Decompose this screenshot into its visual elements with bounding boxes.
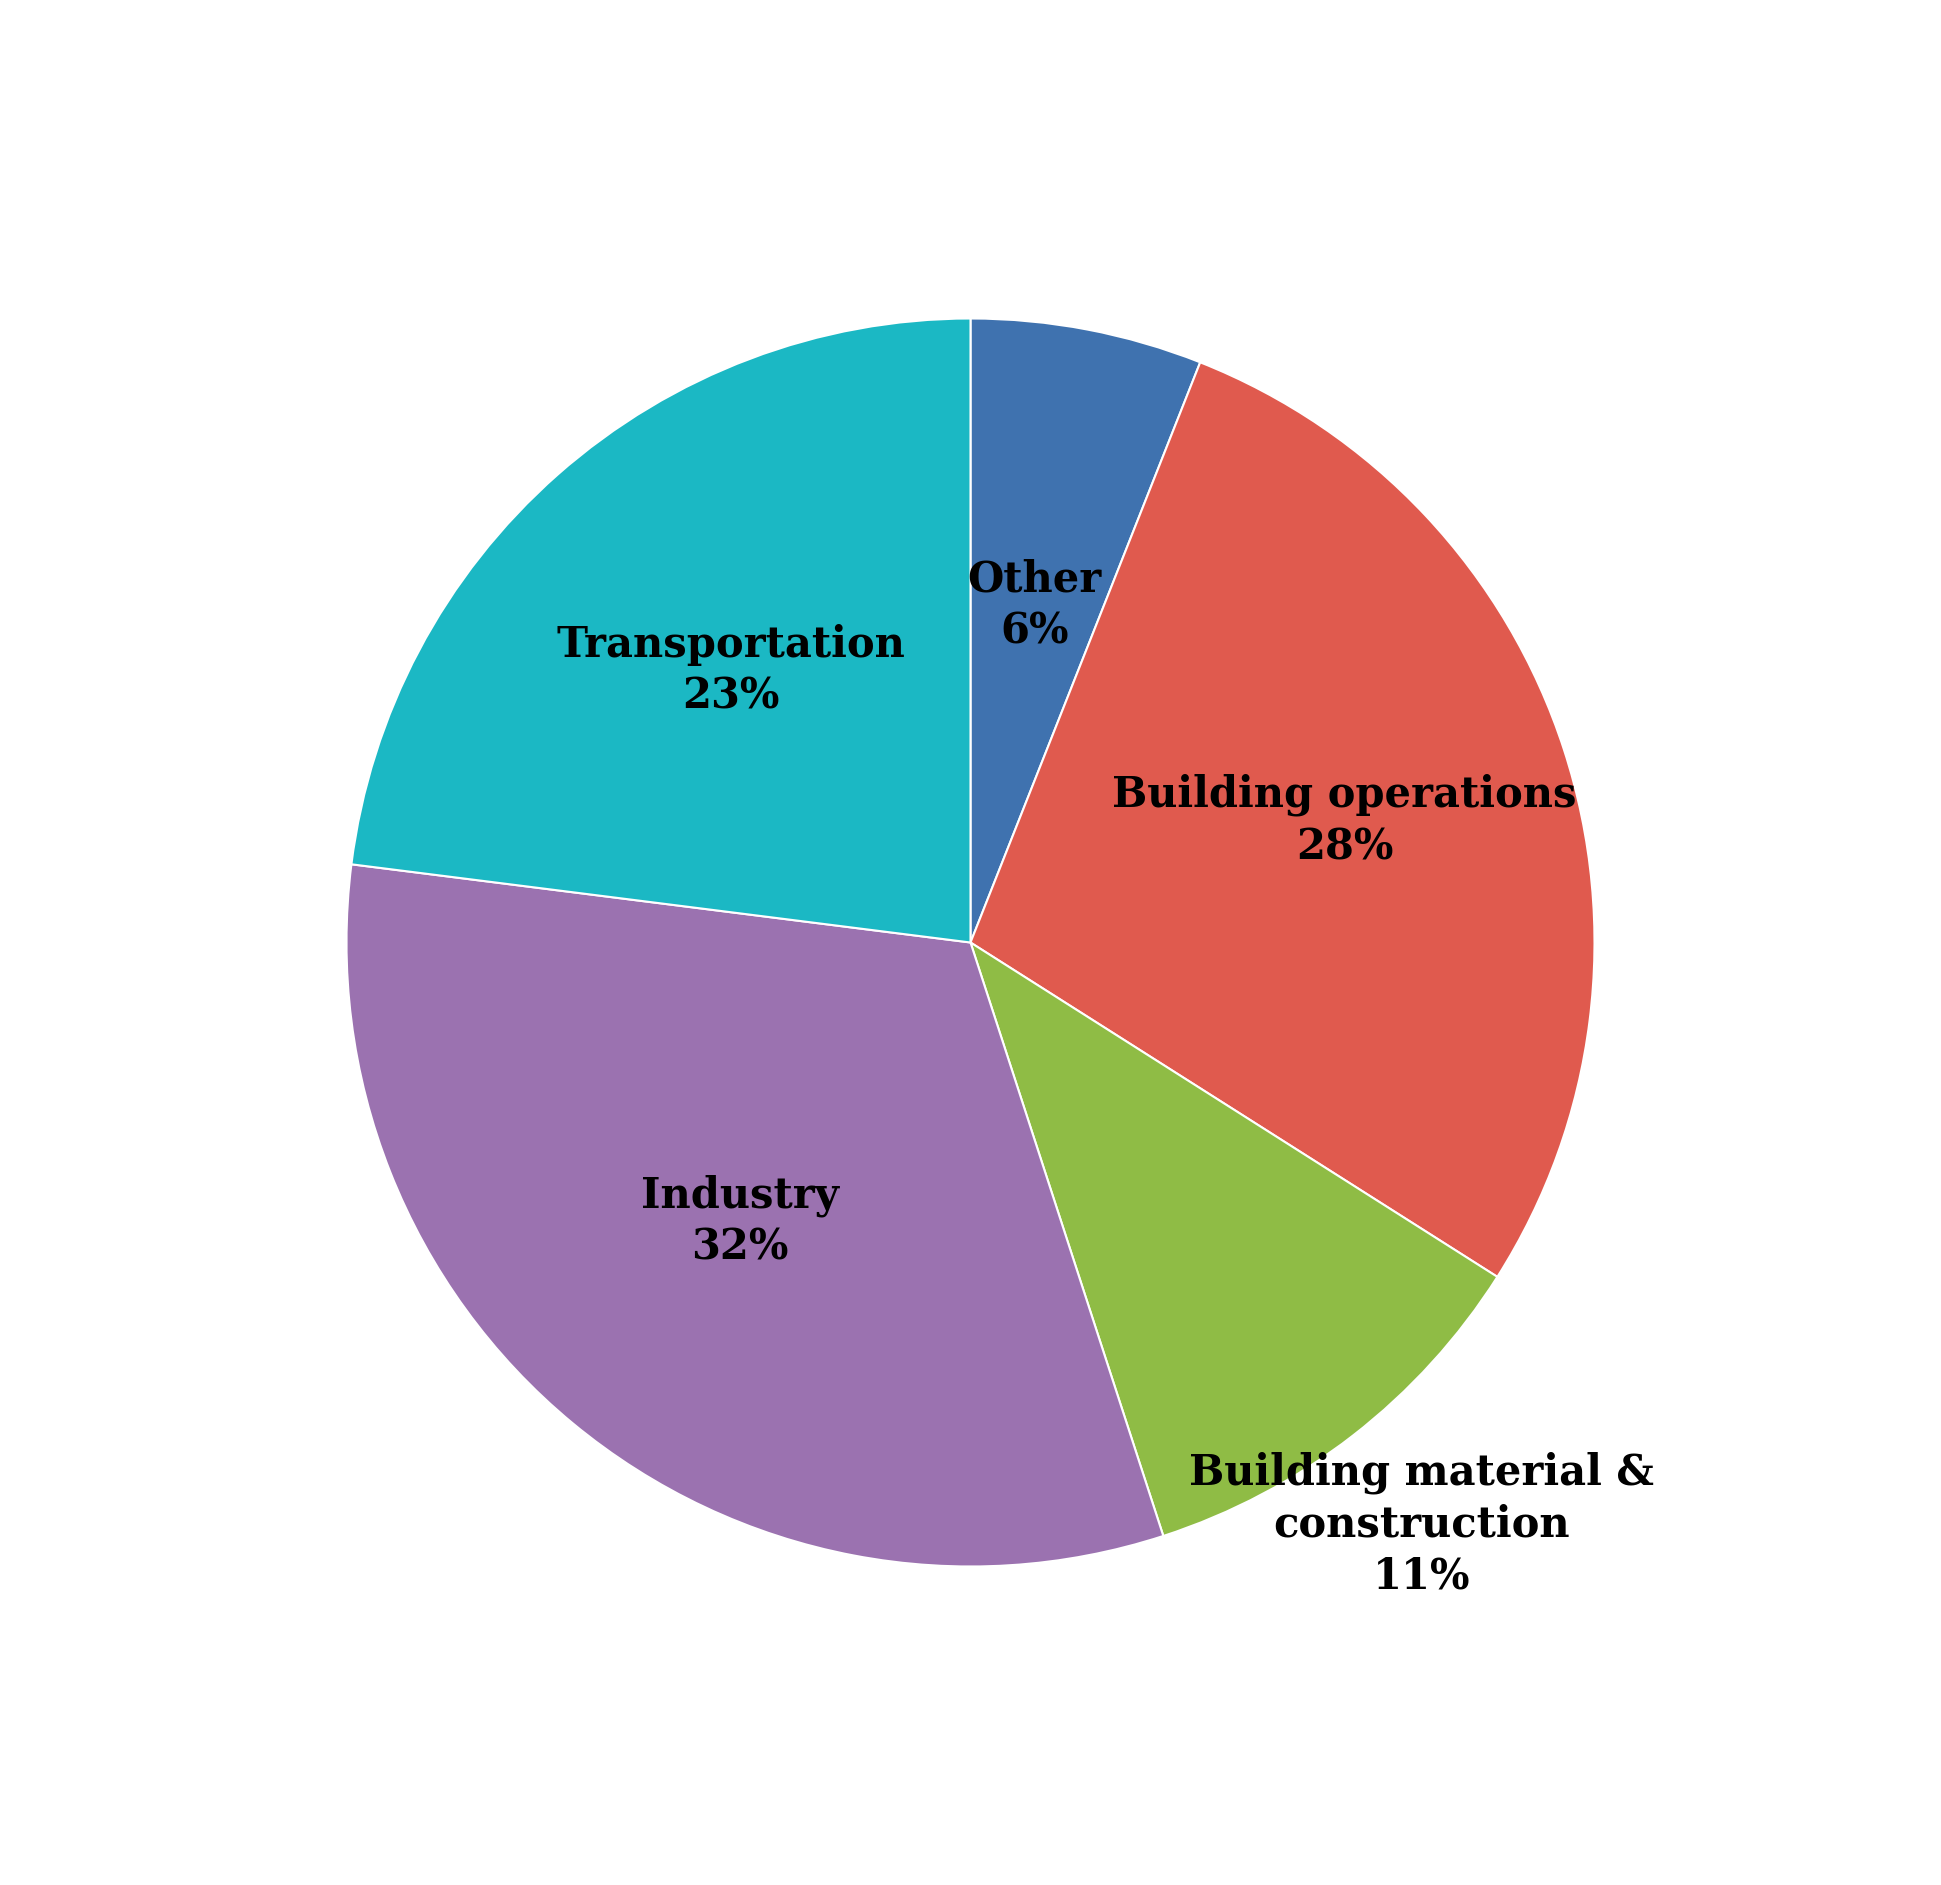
Text: Other
6%: Other 6% xyxy=(969,558,1102,652)
Wedge shape xyxy=(970,942,1497,1536)
Text: Building material &
construction
11%: Building material & construction 11% xyxy=(1190,1451,1654,1597)
Wedge shape xyxy=(351,319,970,942)
Wedge shape xyxy=(970,362,1594,1276)
Wedge shape xyxy=(970,319,1200,942)
Text: Industry
32%: Industry 32% xyxy=(641,1174,839,1269)
Text: Transportation
23%: Transportation 23% xyxy=(557,624,906,718)
Wedge shape xyxy=(347,865,1163,1566)
Text: Building operations
28%: Building operations 28% xyxy=(1112,775,1576,869)
